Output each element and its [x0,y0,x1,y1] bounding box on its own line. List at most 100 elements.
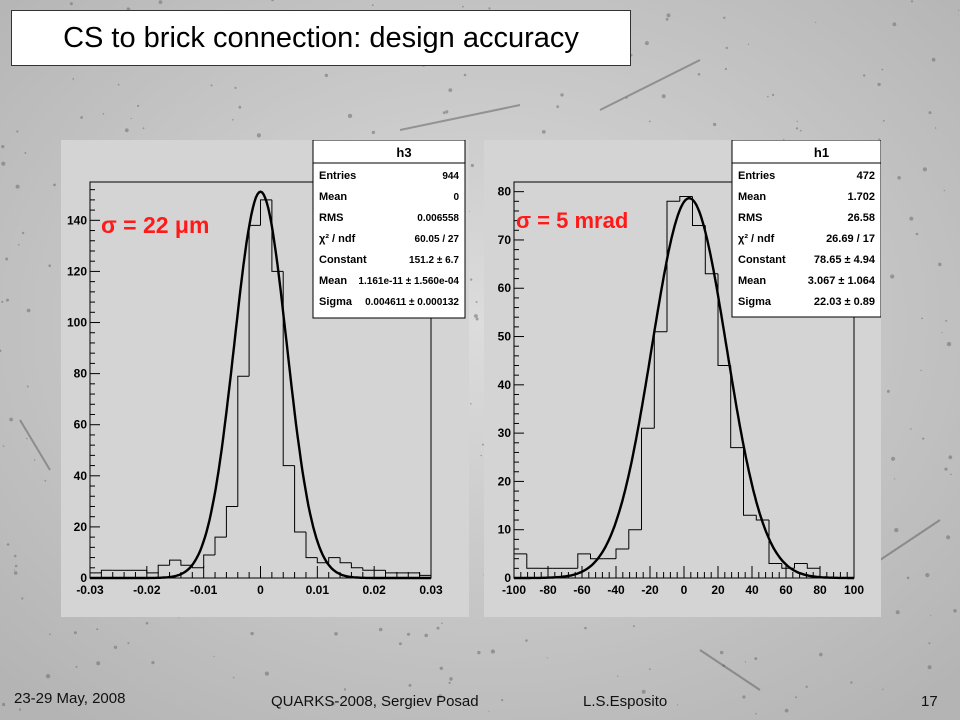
chart-0-histogram-bin [225,506,238,538]
chart-1-gaussian-fit-curve [514,196,854,580]
chart-0-y-tick-label: 20 [74,520,88,534]
chart-0-histogram-bin [419,572,431,576]
chart-0-histogram-bin [203,554,215,568]
chart-0-y-tick-label: 100 [67,316,87,330]
chart-0-histogram-bin [294,465,306,533]
chart-0-histogram-bin [169,559,181,566]
chart-1-y-tick-label: 0 [504,571,511,585]
chart-1-x-tick-label: -40 [607,583,625,597]
chart-1-y-tick-label: 80 [498,185,512,199]
chart-0-stats-label: Mean [319,191,347,203]
chart-0-histogram-bin [350,562,363,569]
chart-1-x-tick-label: 100 [844,583,864,597]
chart-1-stats-label: Sigma [738,296,772,308]
chart-0-stats-label: Entries [319,170,356,182]
chart-0-x-tick-label: 0.03 [419,583,443,597]
chart-1-y-tick-label: 20 [498,474,512,488]
chart-0-stats-label: Constant [319,254,367,266]
chart-1-stats-value: 26.58 [847,212,875,224]
chart-1-x-tick-label: 80 [813,583,827,597]
chart-1-y-tick-label: 30 [498,426,512,440]
chart-1-stats-value: 1.702 [847,191,875,203]
chart-1-stats-value: 22.03 ± 0.89 [814,296,875,308]
chart-1-histogram-bin [641,427,655,530]
chart-1-x-tick-label: 20 [711,583,725,597]
chart-0-y-tick-label: 0 [80,571,87,585]
chart-1-histogram-bin [513,553,527,578]
chart-0-histogram-bin [157,564,170,573]
chart-1-x-tick-label: 0 [681,583,688,597]
chart-1-stats-label: χ² / ndf [738,233,775,245]
chart-0-x-tick-label: -0.01 [190,583,218,597]
chart-0-histogram-bin [100,569,113,573]
chart-0-x-tick-label: 0 [257,583,264,597]
chart-1-stats-label: RMS [738,212,762,224]
histogram-chart-h3: -0.03 -0.02 -0.01 0 0.01 0.02 0.03 0 20 40 60 80 100… [67,140,466,597]
chart-0-stats-title: h3 [396,145,411,160]
chart-1-stats-label: Constant [738,254,786,266]
chart-0-stats-value: 0.004611 ± 0.000132 [365,297,459,308]
chart-1-stats-value: 472 [857,170,875,182]
chart-1-histogram-bin [755,515,769,521]
chart-1-sigma-annotation: σ = 5 mrad [516,208,628,233]
footer-author: L.S.Esposito [583,693,668,710]
chart-0-histogram-bin [180,560,193,566]
chart-0-x-tick-label: 0.01 [306,583,330,597]
chart-0-stats-value: 0.006558 [417,213,459,224]
chart-0-histogram-bin [305,532,318,559]
chart-0-histogram-bin [146,570,159,574]
chart-1-histogram-bin [653,331,667,429]
chart-1-histogram-bin [743,447,757,516]
chart-1-histogram-bin [717,273,731,366]
chart-0-stats-label: RMS [319,212,343,224]
chart-0-histogram-bin [191,565,204,569]
chart-0-stats-value: 151.2 ± 6.7 [409,255,459,266]
chart-0-histogram-bin [89,572,102,578]
chart-1-histogram-bin [794,563,808,569]
chart-0-stats-box [312,140,466,319]
slide-title: CS to brick connection: design accuracy [11,10,631,66]
chart-0-histogram-bin [385,570,397,574]
chart-1-stats-label: Mean [738,275,766,287]
chart-1-x-tick-label: -100 [502,583,526,597]
histogram-chart-h1: -100 -80 -60 -40 -20 0 20 40 60 80 100 0 10 20 30 40 50 6… [498,140,881,597]
chart-1-x-tick-label: -20 [641,583,659,597]
chart-0-histogram-bin [339,557,352,564]
chart-1-y-tick-label: 60 [498,281,512,295]
chart-0-histogram-bin [214,536,227,555]
chart-1-histogram-bin [666,200,680,332]
chart-1-histogram-bin [730,365,744,449]
page-number: 17 [921,693,938,710]
chart-0-y-tick-label: 40 [74,469,88,483]
chart-0-stats-value: 944 [442,171,459,182]
chart-1-y-tick-label: 10 [498,523,512,537]
chart-1-x-tick-label: 60 [779,583,793,597]
chart-1-histogram-bin [679,196,693,202]
chart-0-stats-label: Sigma [319,296,353,308]
chart-1-histogram-bin [615,548,629,559]
chart-0-stats-label: χ² / ndf [319,233,356,245]
chart-0-y-tick-label: 60 [74,418,88,432]
chart-0-histogram-bin [328,557,341,563]
chart-0-histogram-bin [316,557,329,564]
footer-conference: QUARKS-2008, Sergiev Posad [271,693,479,710]
chart-0-stats-value: 60.05 / 27 [415,234,460,245]
chart-0-y-tick-label: 140 [67,213,87,227]
chart-0-histogram-bin [362,567,375,571]
chart-1-stats-value: 3.067 ± 1.064 [808,275,876,287]
chart-0-histogram-bin [248,224,261,377]
chart-1-histogram-bin [526,553,540,569]
chart-1-y-tick-label: 70 [498,233,512,247]
chart-0-y-tick-label: 80 [74,367,88,381]
chart-0-x-tick-label: -0.02 [133,583,161,597]
histogram-panel-h3: -0.03 -0.02 -0.01 0 0.01 0.02 0.03 0 20 40 60 80 100… [61,140,469,617]
chart-0-x-tick-label: 0.02 [362,583,386,597]
chart-0-histogram-bin [260,199,272,226]
chart-0-gaussian-fit-curve [90,190,431,580]
chart-1-stats-title: h1 [814,145,829,160]
chart-1-stats-value: 78.65 ± 4.94 [814,254,876,266]
chart-0-sigma-annotation: σ = 22 μm [101,212,209,238]
chart-1-y-tick-label: 50 [498,330,512,344]
chart-1-stats-label: Entries [738,170,775,182]
chart-0-y-tick-label: 120 [67,264,87,278]
